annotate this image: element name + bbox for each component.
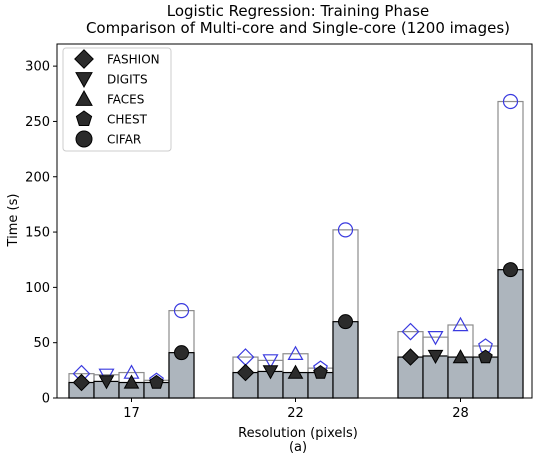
multi-core-marker-digits-22 [262,365,279,380]
multi-core-marker-faces-22 [287,364,304,379]
legend-label-digits: DIGITS [107,73,148,87]
multi-core-marker-faces-17 [123,374,140,389]
multi-core-marker-cifar-17 [174,345,189,361]
plot-frame [56,43,533,399]
legend-label-faces: FACES [107,93,144,107]
single-core-marker-cifar-22 [337,222,354,238]
legend-label-cifar: CIFAR [107,133,141,147]
multi-core-marker-cifar-22 [338,314,353,330]
markers-layer [72,93,519,392]
multi-core-marker-fashion-22 [236,363,255,382]
y-tick-label-100: 100 [25,281,50,296]
legend-marker-cifar [75,130,93,148]
chart-subtitle: Comparison of Multi-core and Single-core… [86,19,510,37]
single-core-marker-cifar-17 [173,303,190,319]
y-tick-label-150: 150 [25,226,50,241]
multi-core-bar-cifar-28 [497,269,524,399]
multi-core-marker-chest-22 [313,364,328,379]
single-core-marker-faces-22 [287,345,304,360]
single-core-marker-faces-28 [452,316,469,332]
x-axis-label: Resolution (pixels) [238,426,358,441]
x-axis-sublabel: (a) [289,440,307,455]
legend-marker-fashion [74,49,94,69]
axes-layer: 17 22 28 0 50 100 150 200 250 300 [25,43,533,421]
y-axis-label: Time (s) [6,194,21,248]
single-core-marker-fashion-28 [401,322,420,341]
legend-label-chest: CHEST [107,113,148,127]
multi-core-marker-faces-28 [452,349,469,364]
legend-label-fashion: FASHION [107,53,160,67]
x-tick-label-22: 22 [287,406,304,421]
legend-marker-chest [75,110,93,126]
multi-core-marker-fashion-17 [72,373,91,392]
multi-core-bar-chest-28 [472,356,499,399]
multi-core-bar-cifar-22 [332,321,359,399]
y-tick-label-0: 0 [42,392,50,407]
multi-core-marker-cifar-28 [503,262,518,278]
y-tick-label-250: 250 [25,115,50,130]
chart-title: Logistic Regression: Training Phase [167,2,429,20]
single-core-marker-digits-22 [262,354,279,369]
y-tick-label-50: 50 [33,336,50,351]
legend-marker-faces [75,89,93,106]
multi-core-marker-digits-28 [427,349,444,365]
multi-core-marker-fashion-28 [401,348,420,366]
y-tick-label-200: 200 [25,170,50,185]
x-tick-label-28: 28 [452,406,469,421]
y-tick-label-300: 300 [25,60,50,75]
single-core-marker-digits-28 [427,331,444,346]
legend-marker-digits [75,72,93,89]
multi-core-marker-chest-28 [478,349,493,364]
x-tick-label-17: 17 [123,406,140,421]
single-core-marker-cifar-28 [502,93,519,110]
multi-core-bar-faces-28 [447,356,474,399]
multi-core-marker-chest-17 [149,374,164,389]
legend: FASHION DIGITS FACES CHEST CIFAR [62,47,172,152]
multi-core-marker-digits-17 [98,375,115,390]
